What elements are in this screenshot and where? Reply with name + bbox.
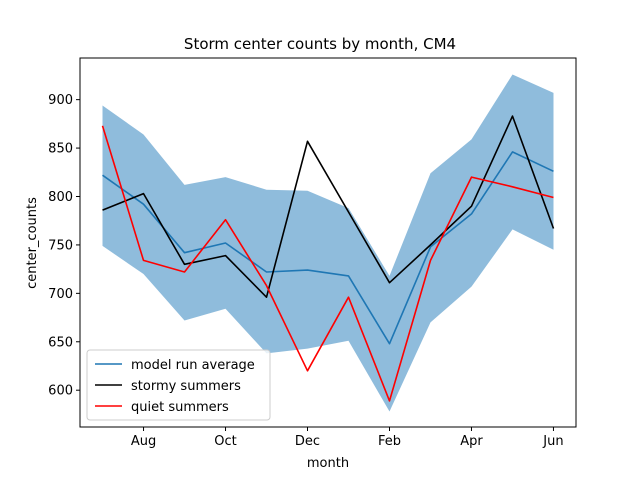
x-tick-label: Feb [378,434,401,449]
series-line-1 [102,151,554,345]
legend-label: quiet summers [131,400,229,415]
chart-title: Storm center counts by month, CM4 [184,35,456,53]
y-axis: 600 650 700 750 800 850 900 [48,93,80,399]
y-tick-label: 900 [48,93,73,108]
y-tick-label: 600 [48,384,73,399]
legend-label: model run average [131,358,255,373]
y-tick-label: 650 [48,335,73,350]
y-tick-label: 750 [48,238,73,253]
y-tick-label: 700 [48,287,73,302]
plot-area [101,74,555,412]
legend-box [86,349,271,421]
legend-label: stormy summers [131,379,241,394]
x-axis: Aug Oct Dec Feb Apr Jun [131,427,564,449]
x-axis-title: month [307,456,349,471]
series-line-3 [101,125,554,402]
x-tick-label: Aug [131,434,156,449]
range-band [102,74,554,412]
x-tick-label: Apr [460,434,483,449]
y-axis-title: center_counts [25,197,40,289]
legend: model run average stormy summers quiet sum… [86,349,271,421]
plot-frame [79,57,577,428]
y-tick-label: 800 [48,190,73,205]
series-line-2 [102,115,555,299]
x-tick-label: Oct [214,434,236,449]
x-tick-label: Jun [542,434,563,449]
x-tick-label: Dec [295,434,320,449]
y-tick-label: 850 [48,142,73,157]
